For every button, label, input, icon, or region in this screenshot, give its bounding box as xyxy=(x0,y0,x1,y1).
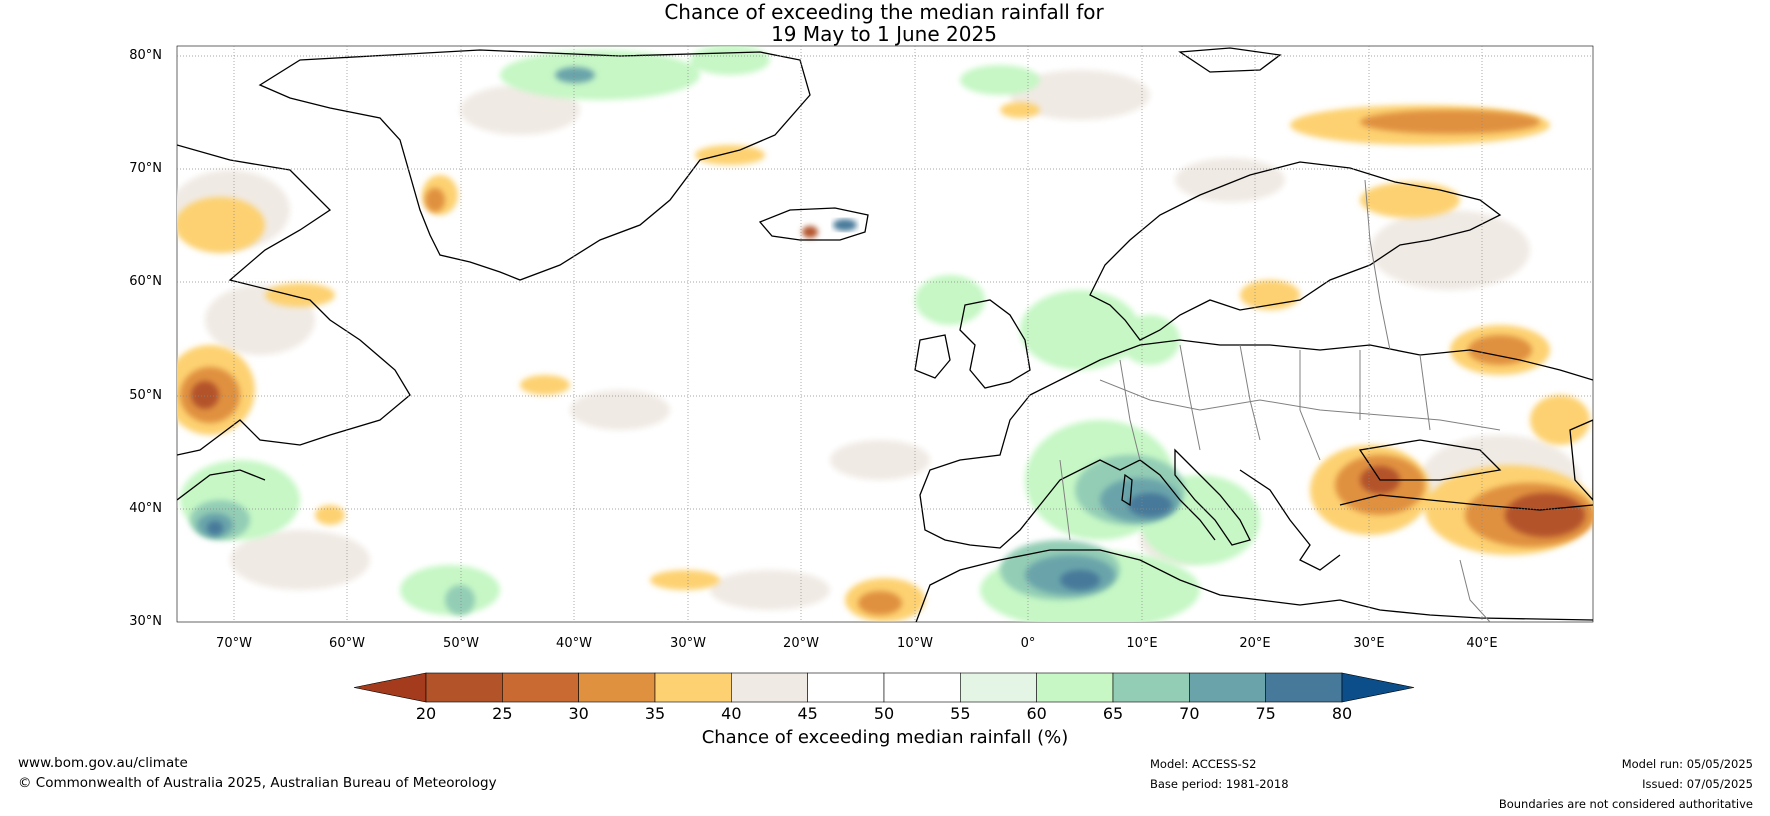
colorbar-tick-label: 55 xyxy=(950,704,971,723)
lon-label-60w: 60°W xyxy=(329,636,365,651)
lat-label-70n: 70°N xyxy=(129,161,162,176)
lat-label-30n: 30°N xyxy=(129,614,162,629)
colorbar-tick-label: 60 xyxy=(1026,704,1047,723)
website-text: www.bom.gov.au/climate xyxy=(18,755,188,771)
lon-label-30w: 30°W xyxy=(670,636,706,651)
lon-label-20w: 20°W xyxy=(783,636,819,651)
colorbar-tick-label: 80 xyxy=(1331,704,1353,723)
colorbar-segment xyxy=(731,672,808,703)
model-text: Model: ACCESS-S2 xyxy=(1150,757,1257,771)
colorbar-segment xyxy=(1189,672,1266,703)
colorbar-tick-label: 70 xyxy=(1179,704,1200,723)
colorbar-arrow-high xyxy=(1341,672,1415,703)
colorbar xyxy=(353,672,1415,703)
colorbar-tick-label: 30 xyxy=(568,704,589,723)
lon-label-70w: 70°W xyxy=(216,636,252,651)
map-title-line-1: Chance of exceeding the median rainfall … xyxy=(664,0,1104,24)
lat-label-80n: 80°N xyxy=(129,48,162,63)
colorbar-segment xyxy=(1112,672,1190,703)
base-period-text: Base period: 1981-2018 xyxy=(1150,777,1289,791)
colorbar-tick-label: 45 xyxy=(797,704,818,723)
country-borders xyxy=(1059,179,1501,622)
lon-label-40w: 40°W xyxy=(556,636,592,651)
probability-field xyxy=(177,46,1593,622)
copyright-text: © Commonwealth of Australia 2025, Austra… xyxy=(18,775,497,791)
colorbar-segment xyxy=(960,672,1037,703)
lon-label-40e: 40°E xyxy=(1466,636,1498,651)
lon-label-20e: 20°E xyxy=(1239,636,1271,651)
colorbar-segment xyxy=(654,672,732,703)
colorbar-tick-label: 65 xyxy=(1102,704,1124,723)
colorbar-tick-label: 25 xyxy=(492,704,513,723)
colorbar-tick-label: 50 xyxy=(873,704,895,723)
colorbar-segment xyxy=(1036,672,1114,703)
lon-label-10e: 10°E xyxy=(1126,636,1158,651)
lon-label-10w: 10°W xyxy=(897,636,933,651)
lat-label-60n: 60°N xyxy=(129,274,162,289)
colorbar-segment xyxy=(578,672,656,703)
colorbar-segment xyxy=(807,672,885,703)
model-run-text: Model run: 05/05/2025 xyxy=(1621,757,1753,771)
colorbar-tick-label: 20 xyxy=(415,704,437,723)
lon-label-50w: 50°W xyxy=(443,636,479,651)
lon-label-30e: 30°E xyxy=(1353,636,1385,651)
colorbar-label: Chance of exceeding median rainfall (%) xyxy=(701,727,1069,748)
colorbar-tick-label: 35 xyxy=(644,704,666,723)
colorbar-segment xyxy=(502,672,579,703)
graticule xyxy=(177,46,1593,622)
disclaimer-text: Boundaries are not considered authoritat… xyxy=(1498,797,1753,811)
lat-label-50n: 50°N xyxy=(129,388,162,403)
colorbar-tick-label: 75 xyxy=(1255,704,1276,723)
lat-label-40n: 40°N xyxy=(129,501,162,516)
colorbar-arrow-low xyxy=(353,672,427,703)
colorbar-tick-label: 40 xyxy=(721,704,742,723)
map-title-line-2: 19 May to 1 June 2025 xyxy=(771,22,997,46)
colorbar-segment xyxy=(883,672,961,703)
issued-text: Issued: 07/05/2025 xyxy=(1642,777,1753,791)
colorbar-segment xyxy=(425,672,503,703)
lon-label-0: 0° xyxy=(1020,636,1036,651)
colorbar-segment xyxy=(1265,672,1343,703)
